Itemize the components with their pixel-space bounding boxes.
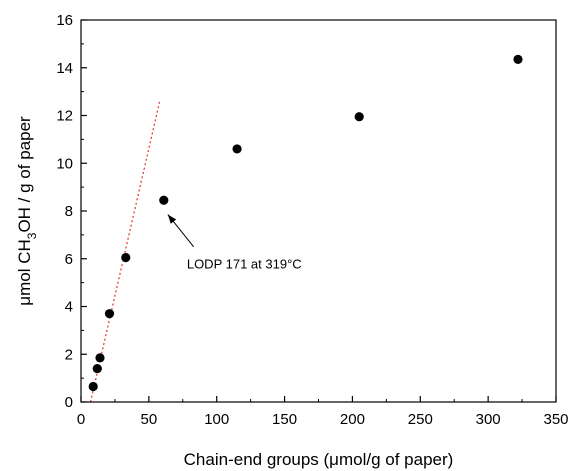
data-point [88,381,98,392]
annotations: LODP 171 at 319°C [167,214,302,271]
x-axis-ticks: 0 50 100 150 200 250 300 350 [77,396,569,428]
y-axis-title-pre: μmol CH [15,239,34,305]
data-point [513,54,523,64]
x-axis-title: Chain-end groups (μmol/g of paper) [184,450,454,469]
x-tick-label: 300 [476,411,501,428]
y-tick-label: 10 [56,155,73,172]
y-tick-label: 6 [65,251,73,268]
x-tick-label: 0 [77,411,85,428]
y-axis-title: μmol CH3OH / g of paper [15,116,39,306]
x-tick-label: 350 [543,411,568,428]
x-tick-label: 250 [408,411,433,428]
y-axis-title-sub: 3 [25,232,39,239]
y-tick-label: 16 [56,12,73,29]
data-point [159,195,169,205]
trend-line [89,101,161,403]
y-axis-ticks: 0 2 4 6 8 10 12 14 16 [56,12,87,411]
annotation-label: LODP 171 at 319°C [187,256,302,271]
x-tick-label: 50 [141,411,158,428]
x-tick-label: 200 [340,411,365,428]
annotation-arrowhead [167,214,177,224]
data-points [88,54,523,392]
plot-frame [80,19,557,403]
x-tick-label: 100 [204,411,229,428]
data-point [95,353,105,363]
data-point [354,112,364,122]
x-tick-label: 150 [272,411,297,428]
data-point [121,252,131,263]
data-point [232,144,242,154]
data-point [92,363,102,374]
y-tick-label: 14 [56,60,73,77]
y-tick-label: 4 [65,299,73,316]
y-tick-label: 2 [65,346,73,363]
y-tick-label: 8 [65,203,73,220]
y-tick-label: 0 [65,394,73,411]
data-point [104,309,115,319]
y-axis-title-post: OH / g of paper [15,116,34,233]
y-tick-label: 12 [56,108,73,125]
